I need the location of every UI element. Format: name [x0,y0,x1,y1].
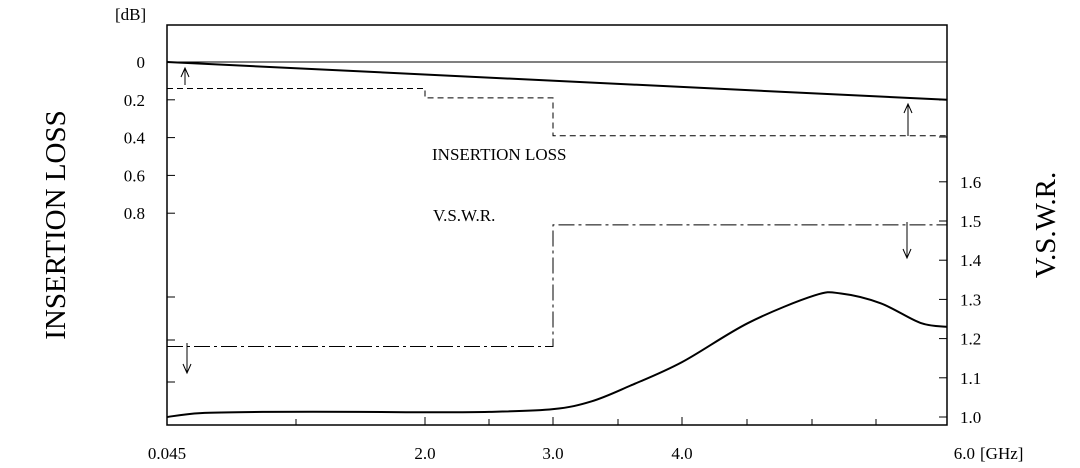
right-tick-label: 1.2 [960,330,981,349]
insertion-loss-limit-line [167,87,947,137]
right-ticks: 1.6 1.5 1.4 1.3 1.2 1.1 1.0 [939,61,982,427]
right-tick-label: 1.4 [960,251,982,270]
x-tick-label: 0.045 [148,444,186,463]
right-axis-title: V.S.W.R. [1030,172,1062,278]
arrows-layer [180,66,913,375]
insertion-loss-arrow-left-head [180,66,190,78]
vswr-label: V.S.W.R. [433,206,495,225]
right-tick-label: 1.1 [960,369,981,388]
left-tick-label: 0 [137,53,146,72]
left-tick-label: 0.6 [124,166,145,185]
x-tick-label: 4.0 [671,444,692,463]
left-tick-label: 0.2 [124,91,145,110]
right-tick-label: 1.5 [960,212,981,231]
left-axis-title: INSERTION LOSS [40,110,72,339]
vswr-line [166,291,948,418]
right-tick-label: 1.0 [960,408,981,427]
x-axis-unit: [GHz] [980,444,1023,463]
left-tick-label: 0.4 [124,129,146,148]
vswr-arrow-left-head [182,363,192,375]
x-tick-label: 6.0 [954,444,975,463]
left-ticks: 0 0.2 0.4 0.6 0.8 [124,53,175,383]
series-layer [166,61,948,418]
insertion-loss-arrow-right-head [903,102,913,114]
right-tick-label: 1.6 [960,173,981,192]
x-ticks: 0.045 2.0 3.0 4.0 6.0 [148,417,975,463]
x-tick-label: 2.0 [414,444,435,463]
x-tick-label: 3.0 [542,444,563,463]
vswr-limit-line [167,224,947,347]
right-tick-label: 1.3 [960,290,981,309]
left-tick-label: 0.8 [124,204,145,223]
insertion-loss-label: INSERTION LOSS [432,145,567,164]
left-axis-unit: [dB] [115,5,146,24]
insertion-loss-line [166,61,948,101]
